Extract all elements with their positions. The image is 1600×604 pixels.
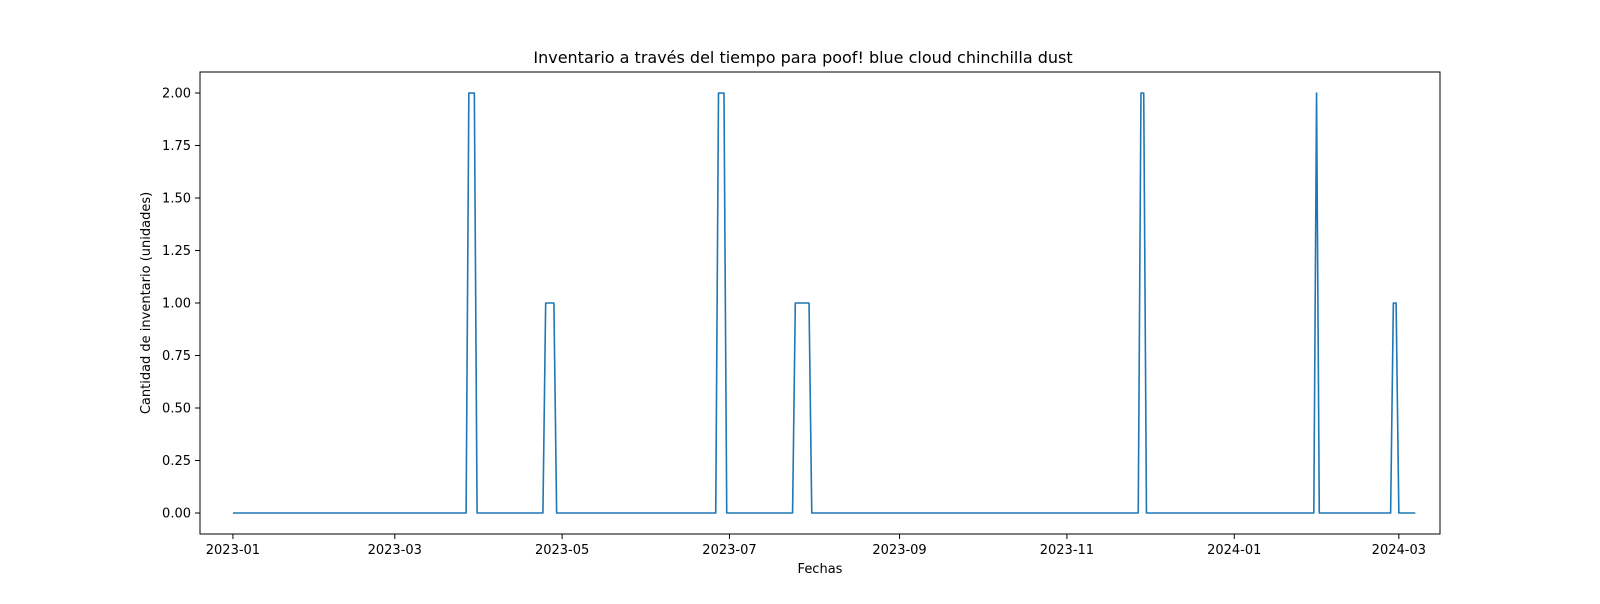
y-tick-label: 0.25 <box>162 454 191 469</box>
plot-area: 2023-01 2023-03 2023-05 2023-07 2023-09 2023-… <box>162 71 1441 558</box>
y-axis-label: Cantidad de inventario (unidades) <box>139 192 154 414</box>
y-tick-label: 1.50 <box>162 192 191 207</box>
x-tick-label: 2023-11 <box>1040 543 1094 558</box>
y-axis: 0.00 0.25 0.50 0.75 1.00 1.25 1.50 1.75 2.00 <box>162 87 200 522</box>
x-tick-label: 2024-03 <box>1372 543 1426 558</box>
x-tick-label: 2023-07 <box>702 543 756 558</box>
y-tick-label: 0.00 <box>162 507 191 522</box>
x-tick-label: 2023-01 <box>206 543 260 558</box>
x-tick-label: 2023-05 <box>535 543 589 558</box>
y-tick-label: 2.00 <box>162 87 191 102</box>
y-tick-label: 1.00 <box>162 297 191 312</box>
series-line <box>232 92 1416 514</box>
plot-frame <box>199 71 1441 535</box>
y-tick-label: 0.75 <box>162 349 191 364</box>
x-tick-label: 2023-09 <box>872 543 926 558</box>
chart-title: Inventario a través del tiempo para poof… <box>533 48 1072 67</box>
y-tick-label: 1.25 <box>162 244 191 259</box>
x-tick-label: 2024-01 <box>1207 543 1261 558</box>
x-tick-label: 2023-03 <box>368 543 422 558</box>
y-tick-label: 1.75 <box>162 139 191 154</box>
x-axis-label: Fechas <box>798 562 843 577</box>
x-axis: 2023-01 2023-03 2023-05 2023-07 2023-09 2023-… <box>206 534 1426 558</box>
y-tick-label: 0.50 <box>162 402 191 417</box>
